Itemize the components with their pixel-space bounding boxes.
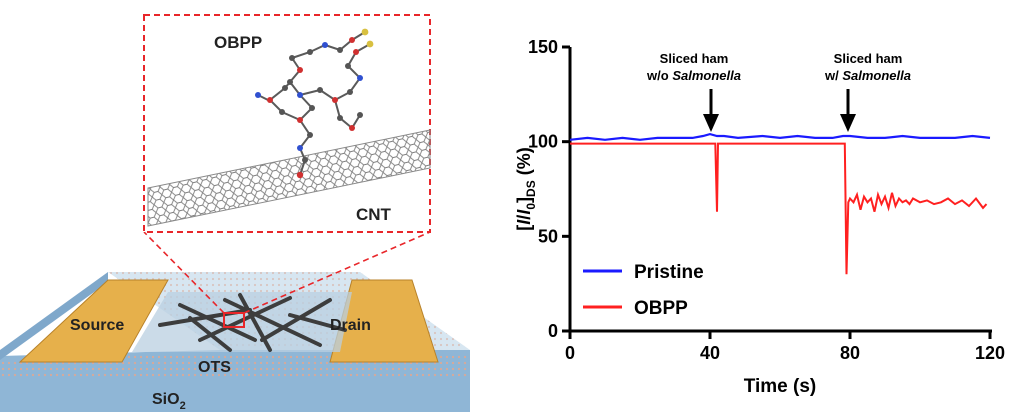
obpp-label: OBPP bbox=[214, 33, 262, 52]
chart-axes bbox=[568, 47, 992, 333]
x-tick-label: 80 bbox=[840, 343, 860, 363]
y-tick-label: 100 bbox=[528, 132, 558, 152]
series-pristine-line bbox=[569, 132, 991, 141]
ots-label: OTS bbox=[198, 359, 231, 376]
source-label: Source bbox=[70, 317, 124, 334]
annotation-1-line1: Sliced ham bbox=[660, 51, 729, 66]
annotation-2-line1: Sliced ham bbox=[834, 51, 903, 66]
annotation-1-line2: w/o Salmonella bbox=[646, 68, 741, 83]
legend-label-obpp: OBPP bbox=[634, 298, 688, 319]
legend-label-pristine: Pristine bbox=[634, 262, 704, 283]
zoom-line-left bbox=[143, 231, 225, 314]
substrate-label: SiO2 bbox=[152, 391, 186, 412]
x-axis-title: Time (s) bbox=[744, 376, 817, 397]
nanotube-outline bbox=[147, 129, 431, 227]
y-tick-label: 0 bbox=[548, 321, 558, 341]
annotation-2-line2: w/ Salmonella bbox=[824, 68, 911, 83]
x-tick-label: 40 bbox=[700, 343, 720, 363]
series-lines bbox=[569, 132, 991, 275]
focus-square bbox=[223, 312, 245, 328]
chart: 0 40 80 120 0 50 100 150 Time (s) [I/I0]DS (%)… bbox=[514, 37, 1005, 397]
cnt-label: CNT bbox=[356, 205, 392, 224]
drain-label: Drain bbox=[330, 317, 371, 334]
nanotube bbox=[148, 130, 430, 226]
y-axis-title: [I/I0]DS (%) bbox=[514, 147, 538, 230]
annotation-2-arrowhead bbox=[840, 114, 856, 132]
annotation-without-salmonella: Sliced ham w/o Salmonella bbox=[646, 51, 741, 132]
x-tick-label: 0 bbox=[565, 343, 575, 363]
annotation-with-salmonella: Sliced ham w/ Salmonella bbox=[824, 51, 911, 132]
annotation-1-arrowhead bbox=[703, 114, 719, 132]
legend: Pristine OBPP bbox=[583, 262, 704, 319]
y-ticks: 0 50 100 150 bbox=[528, 37, 570, 341]
molecule-atoms bbox=[255, 28, 374, 179]
device-schematic: OBPP CNT Source Drain OTS SiO2 bbox=[0, 14, 470, 412]
x-ticks: 0 40 80 120 bbox=[565, 331, 1005, 363]
substrate-left-face bbox=[0, 272, 108, 360]
series-obpp-line bbox=[570, 142, 988, 275]
zoom-line-right bbox=[243, 231, 431, 314]
y-tick-label: 150 bbox=[528, 37, 558, 57]
source-electrode bbox=[18, 279, 169, 363]
x-tick-label: 120 bbox=[975, 343, 1005, 363]
y-tick-label: 50 bbox=[538, 226, 558, 246]
